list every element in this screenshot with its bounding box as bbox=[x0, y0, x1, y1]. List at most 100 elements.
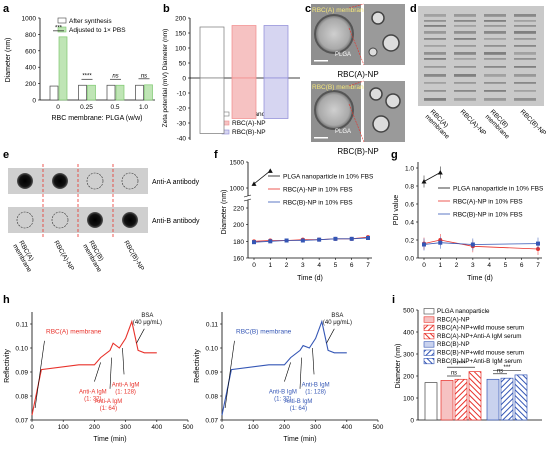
i-ytick-label: 0 bbox=[410, 418, 414, 425]
b-ytick-top-label: 150 bbox=[175, 31, 186, 38]
tem-b-scalebar bbox=[314, 137, 328, 139]
g-xlabel: Time (d) bbox=[467, 275, 493, 282]
h2-ylabel: Reflectivity bbox=[194, 349, 201, 383]
g-xtick-label: 0 bbox=[422, 262, 426, 269]
h-xtick-label: 0 bbox=[220, 424, 224, 431]
gel-lane-label: RBC(B)-NP bbox=[519, 108, 546, 137]
f-ytick-label: 220 bbox=[233, 206, 244, 213]
gel-band bbox=[424, 31, 446, 34]
h-xtick-label: 200 bbox=[89, 424, 100, 431]
tem-b-inset-particle-2 bbox=[385, 93, 401, 109]
h1-xlabel: Time (min) bbox=[93, 436, 126, 443]
h-ytick-label: 0.08 bbox=[15, 394, 28, 401]
panel-a-chart: Diameter (nm) RBC membrane: PLGA (w/w) A… bbox=[5, 16, 155, 122]
h-arrow bbox=[94, 362, 101, 382]
gel-band bbox=[454, 58, 476, 60]
b-legend-1: PLGA nanoparticle bbox=[232, 111, 287, 118]
g-series-line bbox=[423, 172, 441, 182]
panel-letter-g: g bbox=[391, 149, 398, 161]
gel-band bbox=[454, 45, 476, 47]
g-point bbox=[422, 242, 426, 247]
f-point bbox=[252, 240, 256, 245]
g-point bbox=[437, 170, 443, 175]
i-legend-label: RBC(B)-NP bbox=[437, 341, 470, 348]
gel-band bbox=[424, 98, 446, 101]
g-xtick-label: 6 bbox=[520, 262, 524, 269]
gel-band bbox=[454, 20, 476, 22]
a-xtick-label: 0 bbox=[56, 104, 60, 111]
gel-band bbox=[424, 52, 446, 55]
i-legend-label: RBC(A)-NP+wild mouse serum bbox=[437, 325, 524, 332]
gel-band bbox=[424, 25, 446, 27]
g-series-line bbox=[423, 242, 539, 245]
gel-band bbox=[514, 66, 536, 68]
i-sig-label: *** bbox=[503, 365, 511, 371]
h-xtick-label: 0 bbox=[30, 424, 34, 431]
gel-band bbox=[454, 98, 476, 101]
dotblot-spot-negative bbox=[86, 172, 104, 190]
a-bar-after-synthesis bbox=[49, 85, 59, 101]
gel-band bbox=[514, 20, 536, 22]
i-sig-label: ns bbox=[497, 368, 503, 374]
f-series-line bbox=[253, 237, 369, 243]
i-legend-swatch bbox=[423, 308, 435, 315]
dotblot-label-anti-a: Anti-A antibody bbox=[152, 179, 200, 186]
i-legend-swatch bbox=[423, 333, 435, 340]
h-ytick-label: 0.08 bbox=[205, 394, 218, 401]
dotblot-lane-label: RBC(A)membrane bbox=[11, 240, 39, 274]
a-sig-label: ns bbox=[141, 73, 147, 79]
panel-letter-a: a bbox=[3, 3, 10, 15]
h-annotation-dilution-2: Anti-B IgM (1: 64) bbox=[284, 399, 312, 412]
a-xlabel: RBC membrane: PLGA (w/w) bbox=[51, 115, 142, 122]
gel-band bbox=[454, 90, 476, 92]
gel-band bbox=[484, 45, 506, 47]
h-ytick-label: 0.11 bbox=[16, 322, 29, 329]
a-ytick-label: 200 bbox=[25, 81, 36, 88]
a-xtick-label: 0.25 bbox=[80, 104, 93, 111]
tem-a-zoom-line-2 bbox=[348, 27, 365, 66]
i-legend-label: PLGA nanoparticle bbox=[437, 308, 490, 315]
f-point bbox=[284, 238, 289, 243]
g-ytick-label: 0.8 bbox=[405, 184, 414, 191]
a-sig-label: ns bbox=[112, 74, 118, 80]
h-ytick-label: 0.11 bbox=[206, 322, 219, 329]
f-axis-break-mark bbox=[243, 198, 252, 202]
h-arrow bbox=[136, 328, 145, 344]
h-ytick-label: 0.09 bbox=[205, 370, 218, 377]
a-xtick-label: 0.5 bbox=[110, 104, 119, 111]
h-xtick-label: 100 bbox=[58, 424, 69, 431]
a-ytick-label: 800 bbox=[25, 32, 36, 39]
g-xtick-label: 1 bbox=[438, 262, 442, 269]
gel-band bbox=[454, 52, 476, 55]
f-xlabel: Time (d) bbox=[297, 275, 323, 282]
panel-c-tem: RBC(A) membrane PLGA RBC(A)-NP RBC(B) me… bbox=[311, 3, 405, 156]
a-sig-label: **** bbox=[82, 74, 92, 80]
gel-band bbox=[484, 14, 506, 17]
tem-b-membrane-label: RBC(B) membrane bbox=[312, 84, 368, 91]
f-xtick-label: 3 bbox=[301, 262, 305, 269]
h-annotation-dilution-3: Anti-A IgM (1: 128) bbox=[112, 382, 140, 395]
g-xtick-label: 5 bbox=[504, 262, 508, 269]
tem-a-inset-particle-3 bbox=[368, 47, 378, 57]
i-ylabel: Diameter (nm) bbox=[395, 344, 402, 389]
dotblot-spot-negative bbox=[121, 172, 139, 190]
g-series-line bbox=[423, 239, 539, 250]
h2-xlabel: Time (min) bbox=[283, 436, 316, 443]
b-bar-zeta bbox=[263, 77, 289, 119]
h-trace bbox=[221, 319, 347, 416]
f-point bbox=[300, 238, 305, 243]
gel-band bbox=[514, 14, 536, 17]
gel-band bbox=[424, 90, 446, 92]
a-bar-after-synthesis bbox=[78, 84, 87, 101]
a-bar-adjusted bbox=[58, 36, 68, 101]
dotblot-lane-label: RBC(B)membrane bbox=[81, 240, 109, 274]
g-ylabel: PDI value bbox=[393, 195, 400, 225]
h-arrow bbox=[284, 362, 291, 382]
dotblot-spot-negative bbox=[51, 211, 69, 229]
gel-lane-label: RBC(B)membrane bbox=[484, 108, 516, 140]
h1-ylabel: Reflectivity bbox=[4, 349, 11, 383]
a-legend-swatch-1 bbox=[57, 17, 67, 24]
gel-band bbox=[484, 58, 506, 60]
g-ytick-label: 0.2 bbox=[405, 238, 414, 245]
